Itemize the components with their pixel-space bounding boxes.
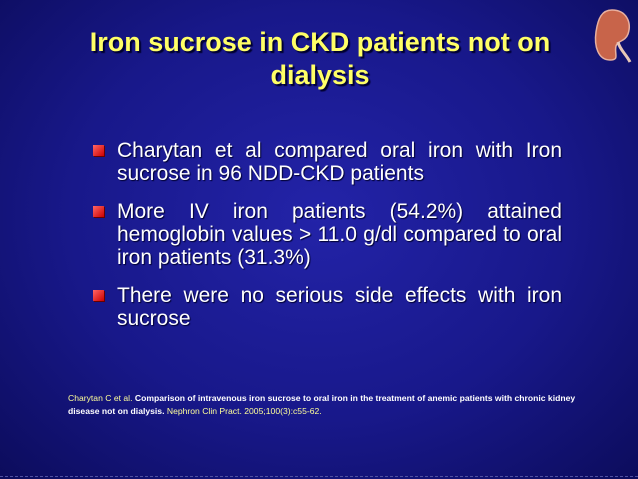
citation-source: Nephron Clin Pract. 2005;100(3):c55-62. — [166, 406, 322, 416]
bullet-marker — [93, 290, 104, 301]
footer-line — [0, 476, 638, 477]
kidney-icon — [594, 9, 632, 63]
citation-authors: Charytan C et al. — [68, 393, 133, 403]
citation-article: Comparison of intravenous iron sucrose t… — [68, 393, 576, 416]
bullet-text: There were no serious side effects with … — [117, 284, 562, 330]
citation: Charytan C et al. Comparison of intraven… — [68, 392, 598, 418]
bullet-marker — [93, 206, 104, 217]
slide-title: Iron sucrose in CKD patients not on dial… — [89, 27, 551, 90]
bullet-marker — [93, 145, 104, 156]
bullet-text: Charytan et al compared oral iron with I… — [117, 139, 562, 185]
bullet-text: More IV iron patients (54.2%) attained h… — [117, 200, 562, 269]
